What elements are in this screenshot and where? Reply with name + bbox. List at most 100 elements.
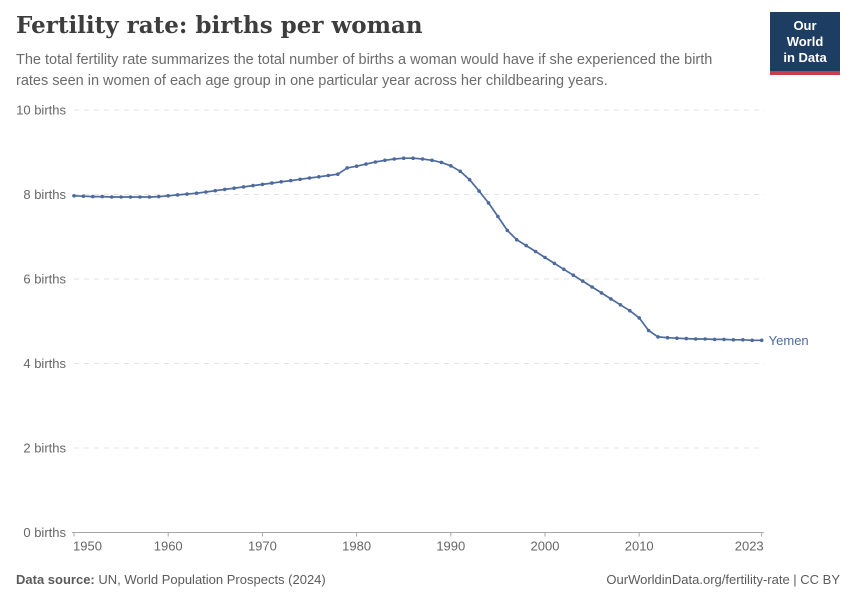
data-point[interactable] — [119, 195, 123, 199]
owid-logo-line1: Our World — [786, 18, 824, 49]
data-point[interactable] — [524, 243, 528, 248]
attribution-link[interactable]: OurWorldinData.org/fertility-rate | CC B… — [606, 572, 840, 587]
data-point[interactable] — [251, 183, 255, 188]
data-point[interactable] — [477, 189, 481, 193]
data-point[interactable] — [646, 328, 651, 333]
data-point[interactable] — [222, 187, 227, 192]
data-point[interactable] — [722, 337, 726, 342]
data-point[interactable] — [750, 338, 754, 343]
data-point[interactable] — [147, 195, 152, 199]
x-tick-label: 2010 — [625, 539, 654, 554]
data-point[interactable] — [665, 335, 670, 340]
data-point[interactable] — [712, 337, 717, 342]
data-point[interactable] — [675, 336, 679, 340]
data-point[interactable] — [401, 156, 406, 160]
data-point[interactable] — [157, 194, 161, 199]
data-point[interactable] — [128, 195, 133, 199]
data-source: Data source: UN, World Population Prospe… — [16, 572, 326, 587]
owid-logo-line2: in Data — [783, 50, 827, 65]
y-tick-label: 4 births — [23, 356, 66, 371]
chart-footer: Data source: UN, World Population Prospe… — [16, 572, 840, 587]
data-point[interactable] — [486, 201, 491, 205]
series-line-yemen[interactable] — [73, 157, 762, 342]
data-point[interactable] — [185, 192, 189, 196]
data-point[interactable] — [194, 191, 199, 195]
data-point[interactable] — [288, 178, 293, 183]
data-point[interactable] — [590, 285, 594, 289]
data-point[interactable] — [411, 156, 415, 160]
owid-logo[interactable]: Our World in Data — [770, 12, 840, 75]
data-point[interactable] — [430, 158, 434, 163]
data-point[interactable] — [684, 336, 689, 341]
data-point[interactable] — [204, 190, 208, 194]
data-point[interactable] — [759, 338, 764, 343]
y-tick-label: 8 births — [23, 187, 66, 202]
data-point[interactable] — [213, 188, 218, 193]
data-point[interactable] — [533, 249, 538, 254]
y-tick-label: 0 births — [23, 525, 66, 540]
chart-header: Fertility rate: births per woman The tot… — [16, 12, 840, 92]
data-point[interactable] — [364, 162, 368, 166]
data-point[interactable] — [354, 164, 359, 168]
data-point[interactable] — [326, 173, 331, 178]
data-point[interactable] — [317, 175, 321, 179]
data-point[interactable] — [439, 160, 444, 165]
data-point[interactable] — [741, 338, 745, 342]
data-point[interactable] — [637, 316, 641, 320]
data-point[interactable] — [260, 182, 265, 187]
data-point[interactable] — [543, 255, 547, 260]
data-point[interactable] — [270, 181, 274, 185]
data-point[interactable] — [552, 261, 557, 266]
data-source-value: UN, World Population Prospects (2024) — [98, 572, 326, 587]
data-point[interactable] — [138, 195, 142, 199]
data-point[interactable] — [693, 337, 698, 341]
data-point[interactable] — [91, 194, 95, 199]
x-tick-label: 2000 — [531, 539, 560, 554]
data-point[interactable] — [232, 186, 236, 190]
data-point[interactable] — [175, 193, 180, 197]
data-point[interactable] — [618, 303, 623, 307]
y-tick-label: 6 births — [23, 272, 66, 287]
data-point[interactable] — [383, 158, 387, 163]
y-tick-label: 2 births — [23, 441, 66, 456]
x-tick-label: 2023 — [735, 539, 764, 554]
data-point[interactable] — [241, 185, 246, 189]
x-tick-label: 1980 — [342, 539, 371, 554]
y-tick-label: 10 births — [16, 103, 66, 118]
series-end-label[interactable]: Yemen — [769, 333, 809, 348]
data-point[interactable] — [392, 157, 397, 161]
data-point[interactable] — [514, 237, 519, 242]
page-title: Fertility rate: births per woman — [16, 12, 423, 39]
data-source-label: Data source: — [16, 572, 95, 587]
data-point[interactable] — [703, 337, 707, 341]
data-point[interactable] — [449, 164, 453, 168]
data-point[interactable] — [580, 279, 585, 283]
data-point[interactable] — [609, 297, 613, 301]
data-point[interactable] — [562, 267, 566, 272]
data-point[interactable] — [420, 157, 425, 161]
data-point[interactable] — [496, 214, 500, 219]
data-point[interactable] — [571, 273, 576, 277]
data-point[interactable] — [298, 177, 302, 182]
line-chart[interactable]: 0 births 2 births 4 births 6 births 8 births… — [0, 95, 850, 565]
fertility-line-chart-svg[interactable]: 0 births 2 births 4 births 6 births 8 births… — [0, 95, 850, 565]
data-point[interactable] — [656, 335, 660, 339]
data-point[interactable] — [166, 194, 170, 198]
data-point[interactable] — [279, 180, 284, 184]
data-point[interactable] — [467, 177, 472, 182]
data-point[interactable] — [100, 194, 105, 199]
data-point[interactable] — [307, 176, 312, 180]
data-point[interactable] — [72, 194, 76, 198]
x-tick-label: 1960 — [154, 539, 183, 554]
data-point[interactable] — [81, 194, 86, 198]
data-point[interactable] — [109, 195, 114, 199]
data-point[interactable] — [345, 166, 350, 170]
chart-subtitle: The total fertility rate summarizes the … — [16, 51, 713, 89]
data-point[interactable] — [458, 169, 463, 174]
data-point[interactable] — [628, 308, 632, 313]
data-point[interactable] — [373, 160, 378, 164]
data-point[interactable] — [505, 228, 510, 233]
data-point[interactable] — [731, 338, 736, 342]
data-point[interactable] — [599, 291, 604, 295]
data-point[interactable] — [336, 172, 340, 176]
